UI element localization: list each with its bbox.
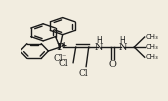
Text: CH₃: CH₃ bbox=[145, 44, 158, 50]
Text: Cl: Cl bbox=[58, 59, 68, 68]
Text: CH₃: CH₃ bbox=[145, 54, 158, 60]
Text: ⁻: ⁻ bbox=[61, 53, 66, 62]
Text: H: H bbox=[120, 36, 125, 45]
Text: P: P bbox=[56, 43, 64, 52]
Text: +: + bbox=[60, 41, 66, 50]
Text: N: N bbox=[118, 43, 127, 52]
Text: N: N bbox=[95, 43, 103, 52]
Text: Cl: Cl bbox=[53, 54, 63, 63]
Text: O: O bbox=[109, 60, 116, 69]
Text: CH₃: CH₃ bbox=[145, 34, 158, 40]
Text: Cl: Cl bbox=[79, 69, 88, 78]
Text: H: H bbox=[96, 36, 102, 45]
